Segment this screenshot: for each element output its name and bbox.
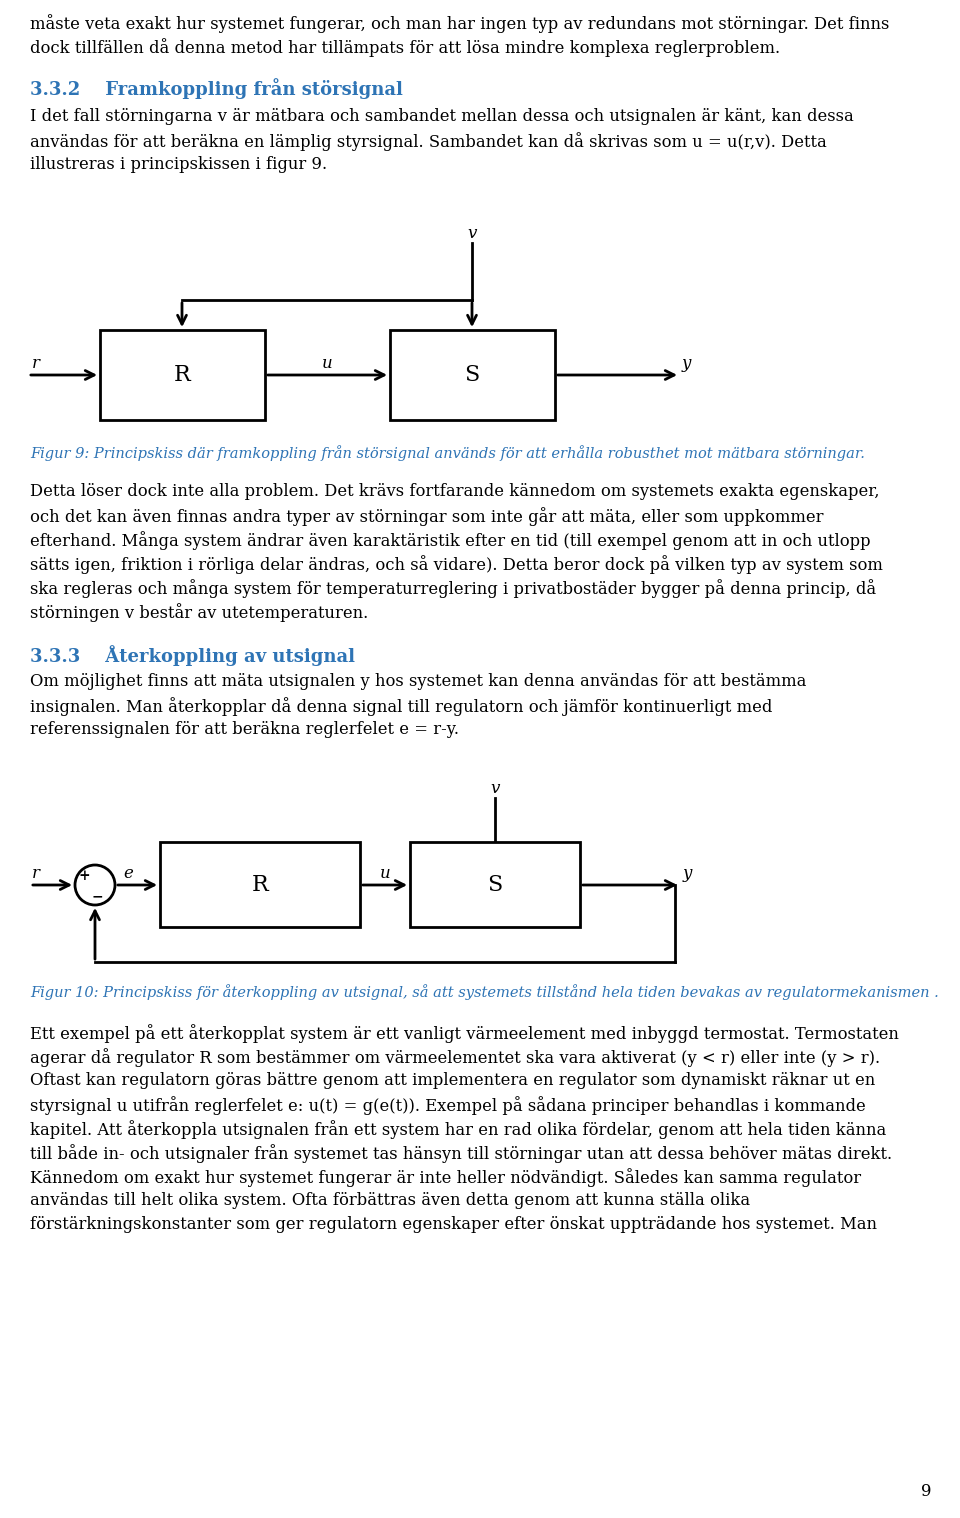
Text: r: r (32, 865, 40, 882)
Text: användas till helt olika system. Ofta förbättras även detta genom att kunna stäl: användas till helt olika system. Ofta fö… (30, 1192, 750, 1208)
Text: och det kan även finnas andra typer av störningar som inte går att mäta, eller s: och det kan även finnas andra typer av s… (30, 507, 824, 525)
Text: efterhand. Många system ändrar även karaktäristik efter en tid (till exempel gen: efterhand. Många system ändrar även kara… (30, 531, 871, 550)
Bar (100, 329, 265, 420)
Text: agerar då regulator R som bestämmer om värmeelementet ska vara aktiverat (y < r): agerar då regulator R som bestämmer om v… (30, 1047, 880, 1067)
Text: y: y (683, 865, 692, 882)
Text: ska regleras och många system för temperaturreglering i privatbostäder bygger på: ska regleras och många system för temper… (30, 578, 876, 598)
Text: sätts igen, friktion i rörliga delar ändras, och så vidare). Detta beror dock på: sätts igen, friktion i rörliga delar änd… (30, 556, 883, 574)
Text: +: + (78, 868, 90, 883)
Text: till både in- och utsignaler från systemet tas hänsyn till störningar utan att d: till både in- och utsignaler från system… (30, 1145, 892, 1163)
Text: v: v (491, 780, 500, 797)
Text: 9: 9 (922, 1483, 932, 1500)
Text: R: R (174, 364, 190, 386)
Text: 3.3.2    Framkoppling från störsignal: 3.3.2 Framkoppling från störsignal (30, 77, 403, 99)
Text: referenssignalen för att beräkna reglerfelet e = r-y.: referenssignalen för att beräkna reglerf… (30, 721, 459, 738)
Text: −: − (91, 890, 103, 903)
Bar (390, 329, 555, 420)
Text: y: y (682, 355, 691, 372)
Text: illustreras i principskissen i figur 9.: illustreras i principskissen i figur 9. (30, 156, 327, 173)
Text: u: u (322, 355, 332, 372)
Text: e: e (123, 865, 132, 882)
Text: kapitel. Att återkoppla utsignalen från ett system har en rad olika fördelar, ge: kapitel. Att återkoppla utsignalen från … (30, 1120, 886, 1138)
Text: S: S (465, 364, 480, 386)
Text: användas för att beräkna en lämplig styrsignal. Sambandet kan då skrivas som u =: användas för att beräkna en lämplig styr… (30, 132, 827, 150)
Text: I det fall störningarna v är mätbara och sambandet mellan dessa och utsignalen ä: I det fall störningarna v är mätbara och… (30, 108, 853, 124)
Text: Oftast kan regulatorn göras bättre genom att implementera en regulator som dynam: Oftast kan regulatorn göras bättre genom… (30, 1072, 876, 1088)
Text: 3.3.3    Återkoppling av utsignal: 3.3.3 Återkoppling av utsignal (30, 645, 355, 666)
Text: störningen v består av utetemperaturen.: störningen v består av utetemperaturen. (30, 603, 369, 622)
Text: förstärkningskonstanter som ger regulatorn egenskaper efter önskat uppträdande h: förstärkningskonstanter som ger regulato… (30, 1216, 877, 1233)
Text: måste veta exakt hur systemet fungerar, och man har ingen typ av redundans mot s: måste veta exakt hur systemet fungerar, … (30, 14, 889, 33)
Text: Detta löser dock inte alla problem. Det krävs fortfarande kännedom om systemets : Detta löser dock inte alla problem. Det … (30, 483, 879, 499)
Text: Kännedom om exakt hur systemet fungerar är inte heller nödvändigt. Således kan s: Kännedom om exakt hur systemet fungerar … (30, 1167, 861, 1187)
Text: dock tillfällen då denna metod har tillämpats för att lösa mindre komplexa regle: dock tillfällen då denna metod har tillä… (30, 38, 780, 56)
Text: styrsignal u utifrån reglerfelet e: u(t) = g(e(t)). Exempel på sådana principer : styrsignal u utifrån reglerfelet e: u(t)… (30, 1096, 866, 1114)
Text: Ett exempel på ett återkopplat system är ett vanligt värmeelement med inbyggd te: Ett exempel på ett återkopplat system är… (30, 1025, 899, 1043)
Text: Om möjlighet finns att mäta utsignalen y hos systemet kan denna användas för att: Om möjlighet finns att mäta utsignalen y… (30, 672, 806, 691)
Text: r: r (32, 355, 40, 372)
Text: u: u (379, 865, 391, 882)
Text: v: v (468, 225, 477, 241)
Text: R: R (252, 874, 269, 896)
Circle shape (75, 865, 115, 905)
Text: Figur 9: Principskiss där framkoppling från störsignal används för att erhålla r: Figur 9: Principskiss där framkoppling f… (30, 445, 865, 461)
Bar (160, 842, 360, 927)
Text: S: S (488, 874, 503, 896)
Text: insignalen. Man återkopplar då denna signal till regulatorn och jämför kontinuer: insignalen. Man återkopplar då denna sig… (30, 697, 773, 716)
Bar (410, 842, 580, 927)
Text: Figur 10: Principskiss för återkoppling av utsignal, så att systemets tillstånd : Figur 10: Principskiss för återkoppling … (30, 984, 939, 1000)
